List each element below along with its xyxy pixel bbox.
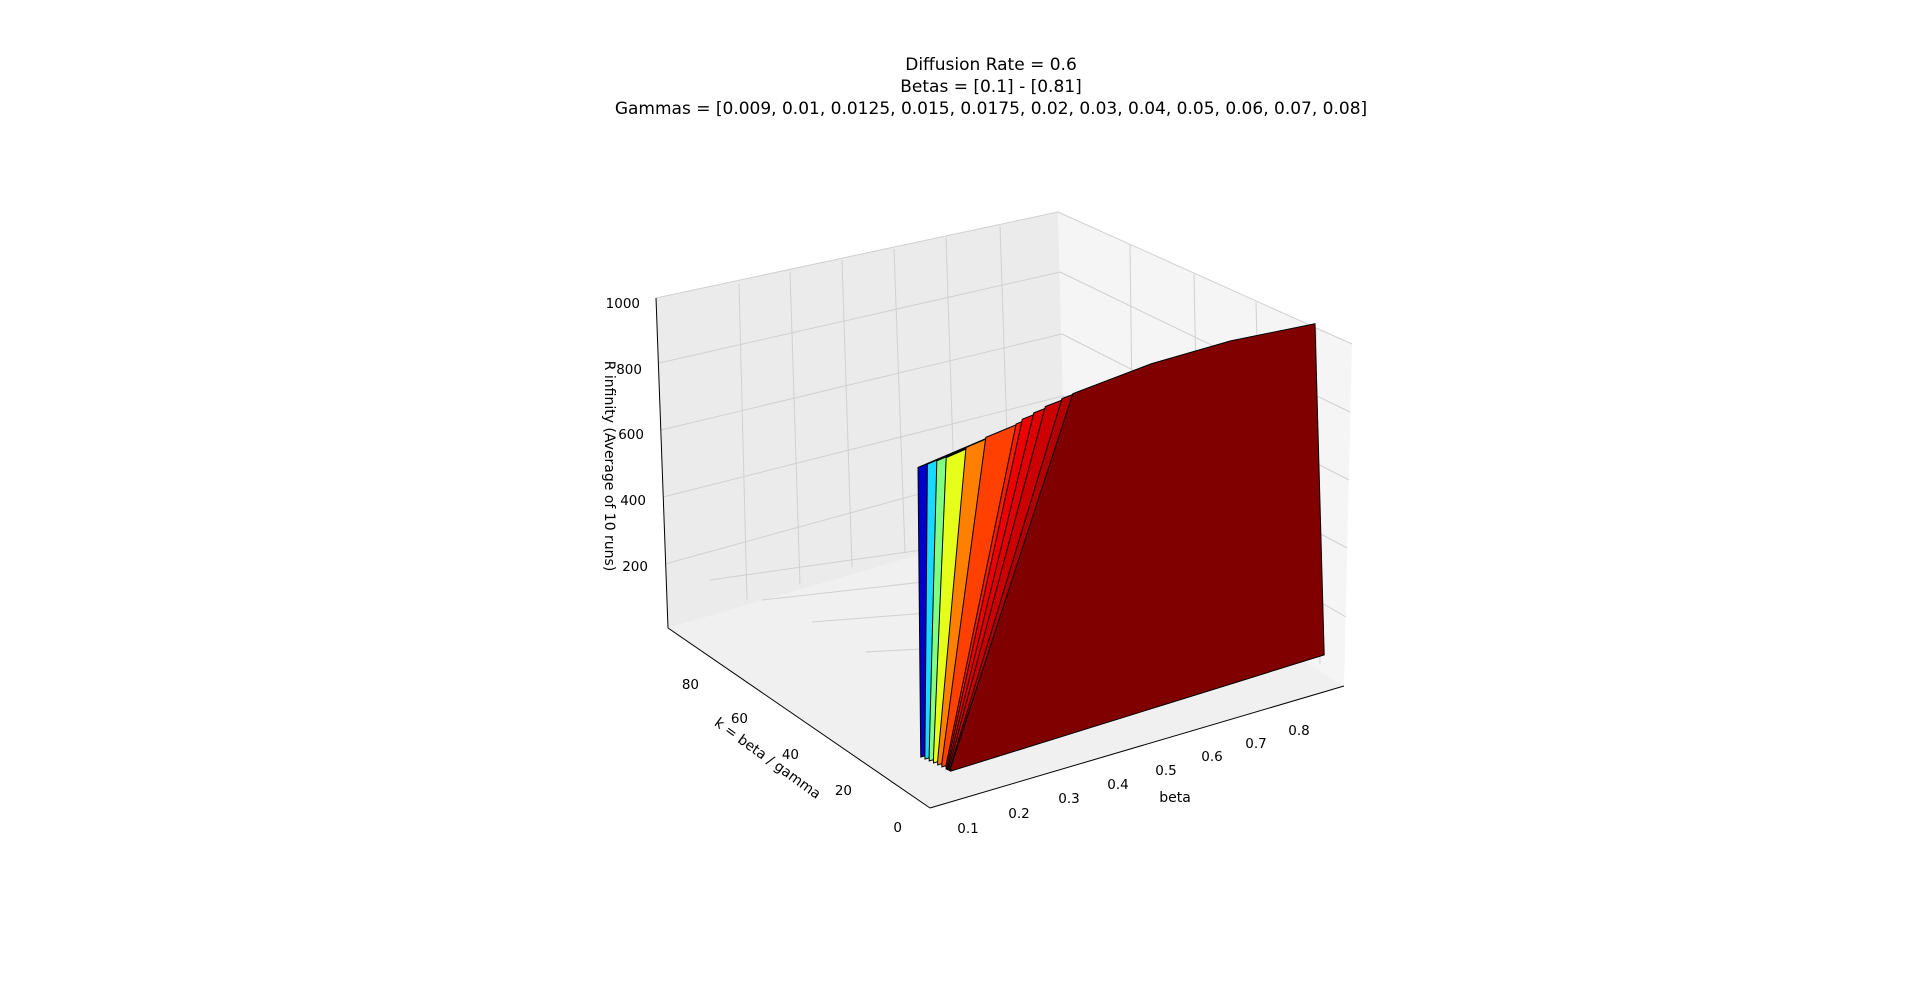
z-tick-label: 200 [622, 559, 648, 575]
x-tick-label: 0.2 [1008, 806, 1029, 822]
y-tick-label: 0 [893, 820, 902, 836]
surface-strip-gamma-0_009 [950, 323, 1325, 772]
y-axis-label: k = beta / gamma [711, 715, 823, 803]
y-axis-line [667, 627, 931, 809]
z-tick-label: 600 [618, 427, 644, 443]
x-axis-line [929, 685, 1345, 809]
y-tick-label: 60 [731, 711, 748, 727]
surface [917, 323, 1325, 772]
z-axis-line [655, 297, 669, 629]
x-tick-label: 0.1 [957, 821, 978, 837]
title-line-2: Betas = [0.1] - [0.81] [900, 77, 1081, 97]
x-tick-label: 0.5 [1155, 763, 1176, 779]
y-tick-label: 20 [835, 783, 852, 799]
z-tick-label: 800 [616, 362, 642, 378]
x-tick-label: 0.6 [1201, 749, 1222, 765]
y-tick-label: 80 [682, 677, 699, 693]
x-ticks: 0.1 0.2 0.3 0.4 0.5 0.6 0.7 0.8 [957, 723, 1309, 837]
x-tick-label: 0.7 [1245, 736, 1266, 752]
y-tick-label: 40 [782, 747, 799, 763]
title-line-3: Gammas = [0.009, 0.01, 0.0125, 0.015, 0.… [615, 99, 1367, 119]
x-tick-label: 0.4 [1107, 777, 1128, 793]
x-tick-label: 0.3 [1058, 791, 1079, 807]
z-tick-label: 1000 [606, 296, 640, 312]
z-axis-label: R infinity (Average of 10 runs) [601, 361, 617, 572]
chart-title: Diffusion Rate = 0.6 Betas = [0.1] - [0.… [615, 55, 1367, 119]
x-axis-label: beta [1159, 790, 1191, 806]
y-ticks: 0 20 40 60 80 [682, 677, 902, 836]
z-ticks: 200 400 600 800 1000 [606, 296, 648, 575]
x-tick-label: 0.8 [1288, 723, 1309, 739]
z-tick-label: 400 [620, 493, 646, 509]
title-line-1: Diffusion Rate = 0.6 [905, 55, 1077, 75]
